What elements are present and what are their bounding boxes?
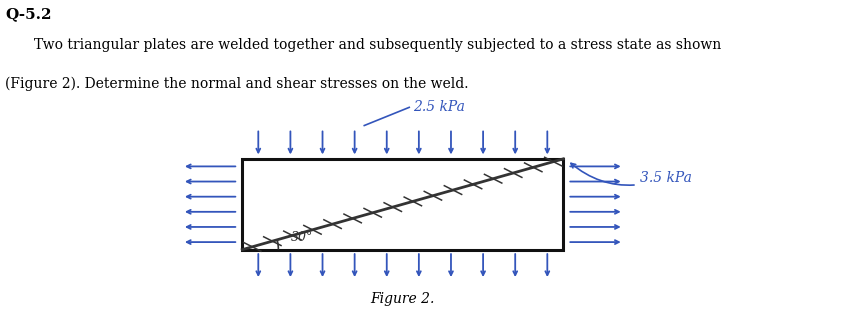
Text: Two triangular plates are welded together and subsequently subjected to a stress: Two triangular plates are welded togethe… [33, 38, 721, 52]
Text: 2.5 kPa: 2.5 kPa [413, 100, 465, 114]
Text: (Figure 2). Determine the normal and shear stresses on the weld.: (Figure 2). Determine the normal and she… [5, 77, 469, 91]
Text: 30°: 30° [290, 231, 312, 244]
Text: Q-5.2: Q-5.2 [5, 7, 52, 21]
Bar [242, 159, 563, 250]
Text: Figure 2.: Figure 2. [371, 292, 435, 306]
Text: 3.5 kPa: 3.5 kPa [571, 163, 692, 185]
